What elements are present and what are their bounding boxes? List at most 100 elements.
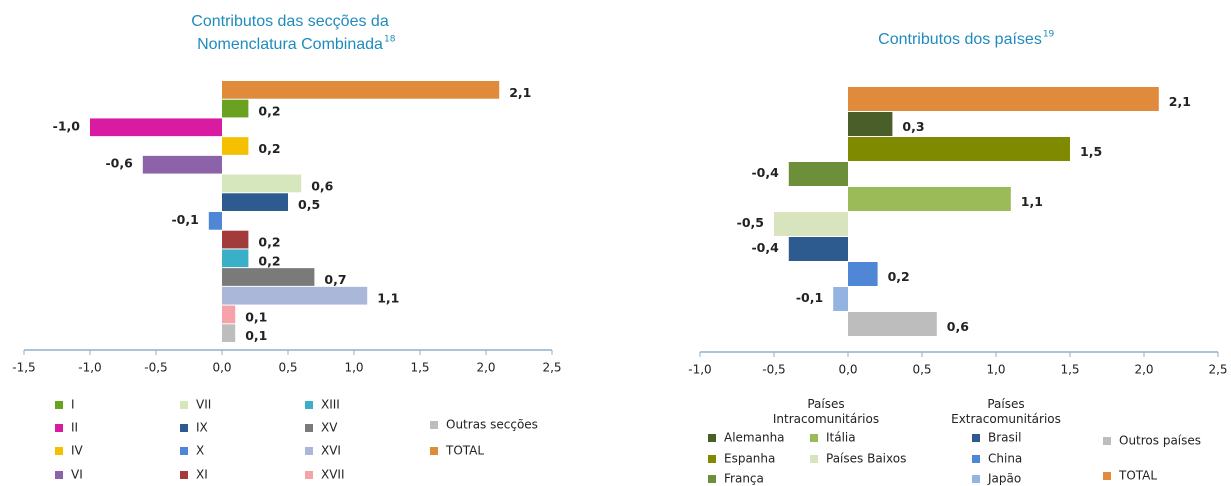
chart-title: Nomenclatura Combinada xyxy=(197,36,383,53)
bar xyxy=(848,112,893,136)
value-label: 0,2 xyxy=(258,235,280,250)
value-label: 0,2 xyxy=(258,253,280,268)
x-tick-label: 0,0 xyxy=(838,363,857,377)
legend-swatch xyxy=(972,434,980,442)
legend-swatch xyxy=(55,447,63,455)
title-note: 19 xyxy=(1043,30,1055,40)
legend-swatch xyxy=(810,455,818,463)
bar xyxy=(222,99,249,118)
legend-swatch xyxy=(305,447,313,455)
value-label: 0,6 xyxy=(947,319,969,334)
x-tick-label: 1,0 xyxy=(344,361,363,375)
bar xyxy=(848,137,1070,161)
bar xyxy=(222,137,249,155)
legend-swatch xyxy=(180,424,188,432)
value-label: 0,6 xyxy=(311,178,333,193)
value-label: -0,4 xyxy=(751,165,779,180)
legend-swatch xyxy=(708,475,716,483)
value-label: -0,5 xyxy=(737,215,764,230)
bar xyxy=(222,249,249,268)
bar xyxy=(222,305,236,324)
legend-label: TOTAL xyxy=(1118,469,1157,483)
legend-swatch xyxy=(430,447,438,455)
value-label: -1,0 xyxy=(53,118,81,133)
value-label: 0,2 xyxy=(258,104,280,119)
legend-label: XVI xyxy=(321,444,341,458)
value-label: 0,2 xyxy=(258,141,280,156)
legend-label: II xyxy=(71,421,78,435)
bar xyxy=(788,162,848,186)
legend-label: Japão xyxy=(987,472,1021,486)
legend-swatch xyxy=(180,401,188,409)
legend-label: Alemanha xyxy=(724,431,785,445)
legend-label: VI xyxy=(71,468,83,482)
value-label: -0,1 xyxy=(171,212,198,227)
legend-swatch xyxy=(55,401,63,409)
legend-swatch xyxy=(1103,437,1111,445)
x-tick-label: -0,5 xyxy=(762,363,785,377)
legend-label: Itália xyxy=(826,431,856,445)
value-label: 0,5 xyxy=(298,197,320,212)
legend-label: VII xyxy=(196,398,211,412)
value-label: 1,1 xyxy=(1021,194,1043,209)
chart-title: Contributos das secções da xyxy=(191,13,389,30)
value-label: 0,1 xyxy=(245,328,267,343)
value-label: 1,1 xyxy=(377,291,399,306)
x-tick-label: -1,5 xyxy=(12,361,35,375)
legend-swatch xyxy=(55,424,63,432)
x-tick-label: 1,5 xyxy=(1060,363,1079,377)
legend-label: Brasil xyxy=(988,431,1021,445)
x-tick-label: 0,0 xyxy=(212,361,231,375)
value-label: 0,7 xyxy=(324,272,346,287)
value-label: 0,3 xyxy=(902,119,924,134)
legend-swatch xyxy=(972,455,980,463)
bar xyxy=(848,187,1011,211)
x-tick-label: -1,0 xyxy=(78,361,101,375)
chart-title: Contributos dos países xyxy=(878,31,1042,48)
x-tick-label: 2,0 xyxy=(476,361,495,375)
bar xyxy=(142,155,222,174)
legend-swatch xyxy=(430,421,438,429)
bar xyxy=(90,118,222,137)
bar xyxy=(848,262,878,286)
x-tick-label: -0,5 xyxy=(144,361,167,375)
legend-swatch xyxy=(305,424,313,432)
legend-swatch xyxy=(972,475,980,483)
value-label: 0,2 xyxy=(888,269,910,284)
legend-label: TOTAL xyxy=(445,444,484,458)
legend-label: IX xyxy=(196,421,208,435)
bar xyxy=(222,230,249,249)
x-tick-label: 1,0 xyxy=(986,363,1005,377)
legend-group: Países Extracomunitários xyxy=(951,397,1061,426)
legend-label: XI xyxy=(196,468,208,482)
x-tick-label: 1,5 xyxy=(410,361,429,375)
legend-label: Países Baixos xyxy=(826,452,906,466)
bar xyxy=(774,212,848,236)
value-label: 0,1 xyxy=(245,309,267,324)
bar xyxy=(222,81,500,99)
bar xyxy=(848,87,1159,111)
bar xyxy=(788,237,848,261)
bar xyxy=(833,287,848,311)
legend-swatch xyxy=(180,447,188,455)
legend-swatch xyxy=(55,471,63,479)
value-label: -0,1 xyxy=(796,290,823,305)
title-note: 18 xyxy=(384,35,396,45)
legend-label: Outras secções xyxy=(446,418,538,432)
bar xyxy=(208,212,222,230)
value-label: 1,5 xyxy=(1080,144,1102,159)
x-tick-label: 2,5 xyxy=(542,361,561,375)
legend-label: XVII xyxy=(321,468,345,482)
legend-label: Espanha xyxy=(724,452,775,466)
legend-swatch xyxy=(708,455,716,463)
bar xyxy=(222,286,368,305)
value-label: -0,4 xyxy=(751,240,779,255)
bar xyxy=(222,193,288,211)
x-tick-label: 0,5 xyxy=(278,361,297,375)
legend-swatch xyxy=(708,434,716,442)
legend-label: China xyxy=(988,452,1022,466)
legend-label: XIII xyxy=(321,398,340,412)
legend-group: Países Intracomunitários xyxy=(773,397,879,426)
bar xyxy=(222,324,236,342)
